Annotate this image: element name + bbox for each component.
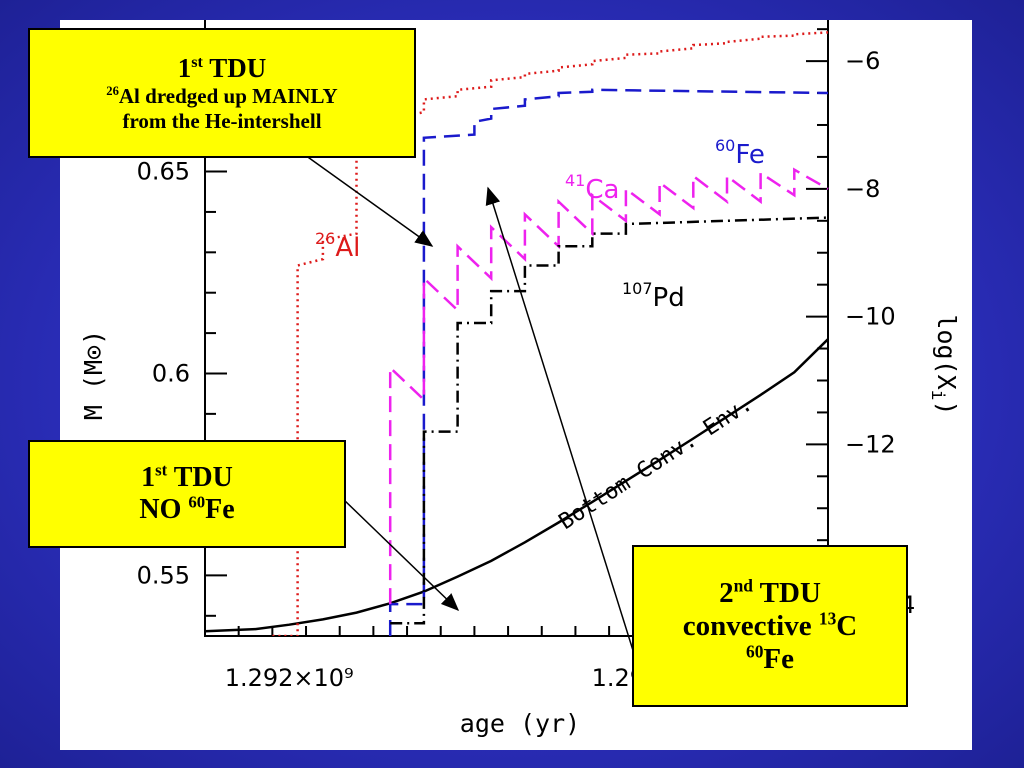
- label-pd107: 107Pd: [622, 279, 685, 313]
- label-al26: 26Al: [315, 229, 360, 263]
- y-left-axis-title: M (M⊙): [79, 330, 108, 420]
- callout-tdu2: 2nd TDU convective 13C 60Fe: [632, 545, 908, 707]
- series-60fe: [388, 88, 829, 636]
- series-bottom-conv-env: [205, 338, 829, 633]
- y-right-tick-label: −10: [845, 303, 896, 331]
- y-right-axis-title: log(Xi): [927, 314, 961, 415]
- y-right-tick-label: −6: [845, 47, 880, 75]
- callout-tdu1-no-fe60: 1st TDU NO 60Fe: [28, 440, 346, 548]
- y-right-axis-title-sub: i: [927, 390, 948, 401]
- arrow-tdu2: [485, 186, 637, 661]
- series-41ca: [388, 167, 829, 605]
- y-left-tick-label: 0.55: [137, 561, 190, 589]
- arrow-tdu1-fe: [341, 497, 460, 612]
- y-right-tick-label: −8: [845, 175, 880, 203]
- label-bottom-conv-env: Bottom Conv. Env.: [555, 391, 757, 535]
- series-107pd: [390, 216, 829, 625]
- plot-frame: [204, 20, 829, 637]
- y-left-tick-label: 0.65: [137, 158, 190, 186]
- x-tick-label: 1.292×10⁹: [225, 664, 354, 692]
- y-right-tick-label: −12: [845, 430, 896, 458]
- callout-tdu1-al26: 1st TDU 26Al dredged up MAINLY from the …: [28, 28, 416, 158]
- arrow-tdu1-al: [297, 149, 434, 247]
- y-left-tick-label: 0.6: [152, 359, 190, 387]
- label-ca41: 41Ca: [565, 171, 619, 205]
- x-axis-title: age (yr): [460, 709, 580, 738]
- label-fe60: 60Fe: [715, 136, 765, 170]
